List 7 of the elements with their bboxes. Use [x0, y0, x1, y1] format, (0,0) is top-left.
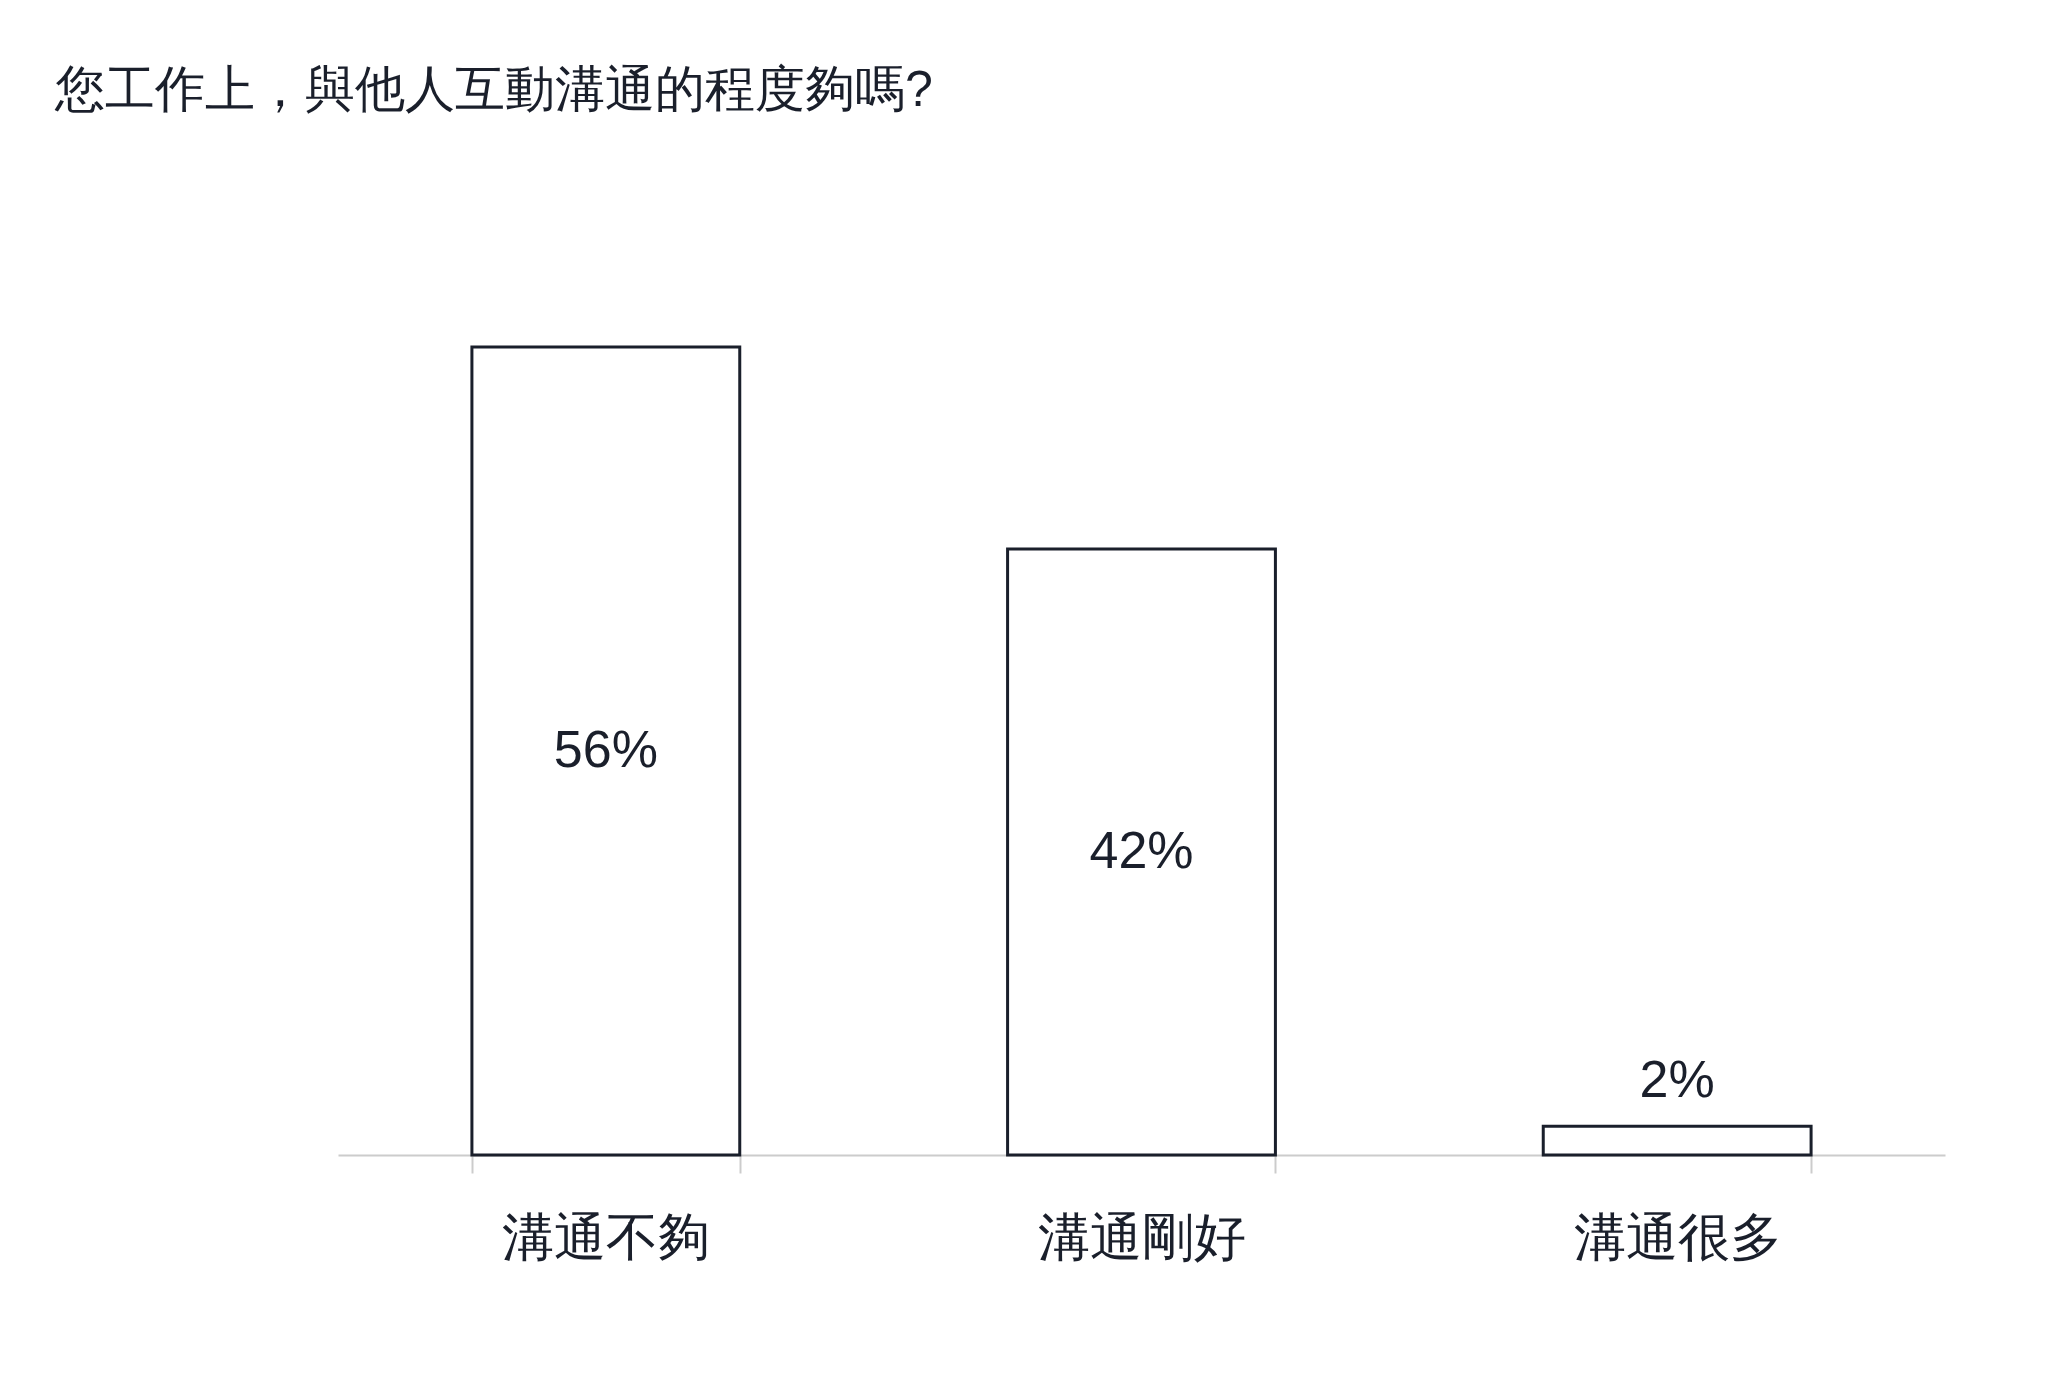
- data-label: 2%: [1639, 1050, 1715, 1109]
- x-tick-label: 溝通不夠: [502, 1207, 711, 1266]
- x-tick-label: 溝通很多: [1573, 1207, 1782, 1266]
- data-label: 56%: [553, 720, 658, 778]
- data-label: 42%: [1089, 821, 1194, 879]
- x-tick-label: 溝通剛好: [1038, 1207, 1246, 1266]
- chart-title: 您工作上，與他人互動溝通的程度夠嗎?: [54, 60, 933, 117]
